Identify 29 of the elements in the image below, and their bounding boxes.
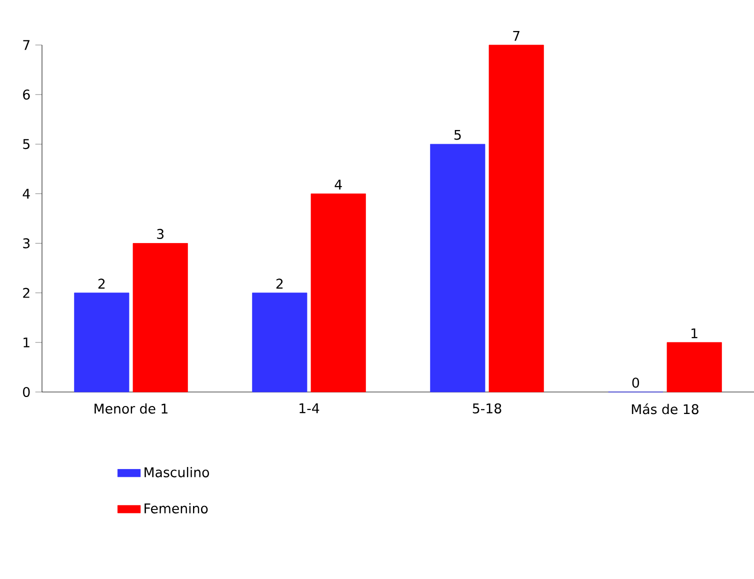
bar <box>132 243 188 392</box>
data-label: 0 <box>632 378 640 388</box>
data-label: 3 <box>157 228 164 240</box>
bar <box>310 194 366 392</box>
bar <box>488 44 544 392</box>
y-tick-label: 3 <box>23 238 30 248</box>
data-label: 2 <box>276 278 283 289</box>
legend-label: Femenino <box>144 503 208 514</box>
bar <box>252 292 308 392</box>
data-label: 2 <box>98 278 105 289</box>
y-tick-label: 4 <box>22 188 30 199</box>
y-tick-label: 0 <box>23 386 30 398</box>
data-label: 4 <box>334 180 342 190</box>
y-tick-label: 2 <box>23 288 30 298</box>
y-tick-label: 1 <box>24 338 30 348</box>
data-label: 1 <box>692 328 698 338</box>
data-label: 7 <box>513 31 520 41</box>
y-tick-label: 7 <box>23 40 30 50</box>
data-label: 5 <box>454 130 461 140</box>
x-tick-label: Menor de 1 <box>94 403 168 414</box>
x-tick-label: 1-4 <box>300 403 320 414</box>
y-tick-label: 6 <box>23 90 30 100</box>
bar <box>666 342 722 392</box>
x-tick-label: Más de 18 <box>632 403 698 414</box>
bar <box>430 144 486 392</box>
legend-label: Masculino <box>144 466 210 478</box>
y-tick-label: 5 <box>23 139 30 150</box>
bar <box>74 292 130 392</box>
x-tick-label: 5-18 <box>472 403 502 414</box>
